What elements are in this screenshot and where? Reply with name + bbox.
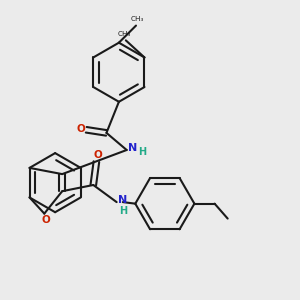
Text: CH₃: CH₃ [118,31,131,37]
Text: N: N [118,195,128,205]
Text: H: H [119,206,127,216]
Text: O: O [94,150,102,160]
Text: H: H [139,148,147,158]
Text: CH₃: CH₃ [131,16,144,22]
Text: O: O [41,215,50,226]
Text: N: N [128,143,137,153]
Text: O: O [76,124,85,134]
